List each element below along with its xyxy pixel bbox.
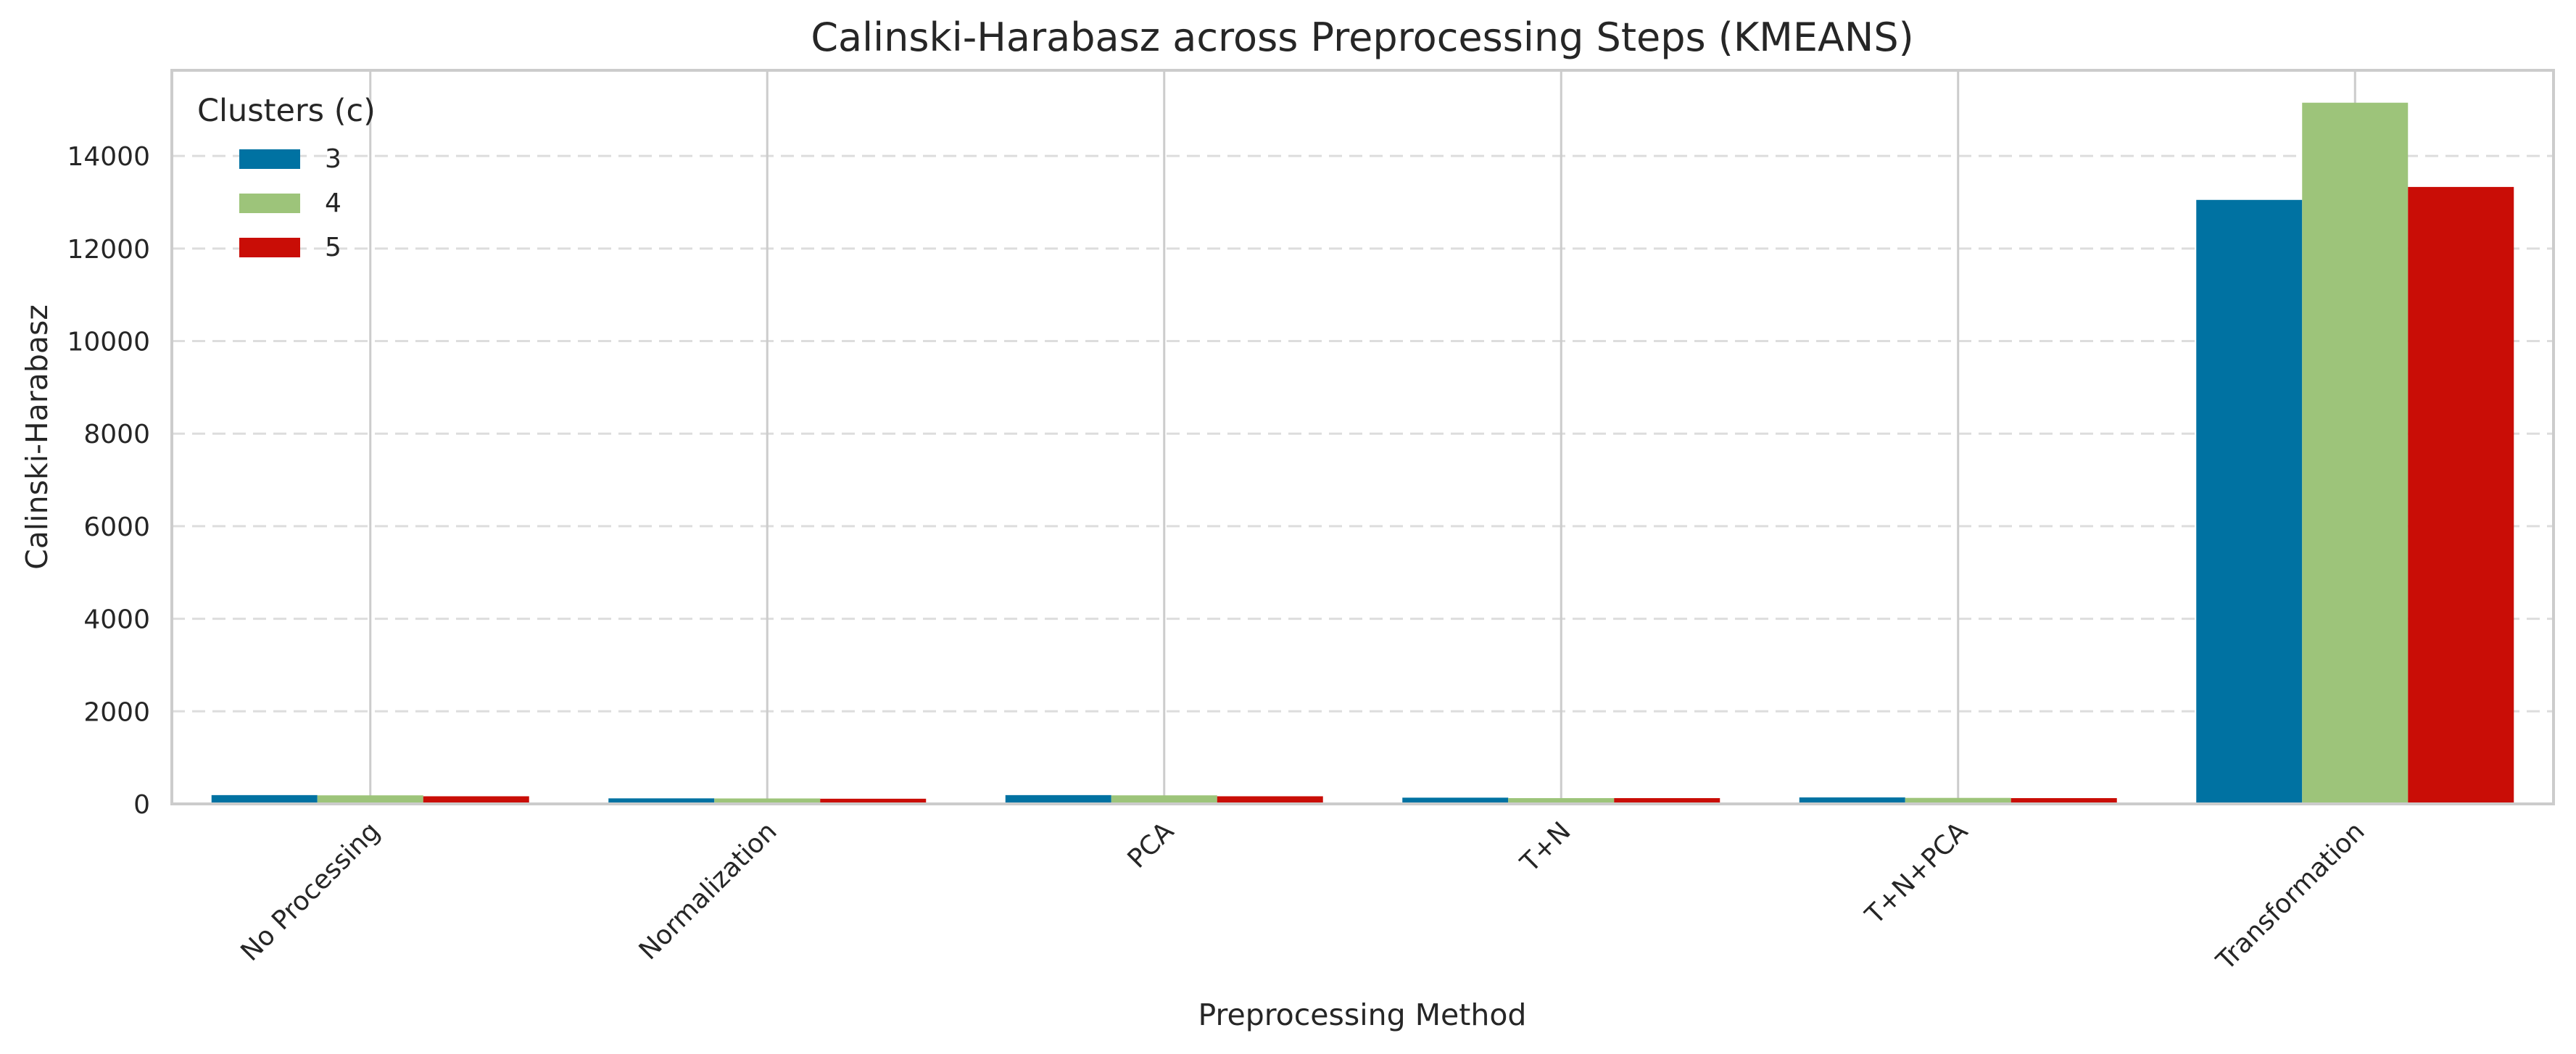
x-tick-label: PCA: [1122, 816, 1180, 874]
bar-3-5: [2196, 199, 2303, 805]
plot-frame: [170, 69, 2555, 805]
legend: Clusters (c) 3 4 5: [197, 93, 376, 262]
x-tick-label: T+N: [1515, 816, 1577, 879]
bar-3-0: [211, 794, 318, 804]
y-tick-label: 10000: [67, 328, 150, 357]
y-tick-label: 0: [133, 790, 150, 820]
x-axis-title: Preprocessing Method: [1198, 997, 1527, 1032]
bars: [211, 102, 2514, 805]
bar-5-0: [423, 796, 529, 804]
bar-4-1: [714, 798, 821, 804]
y-tick-label: 14000: [67, 142, 150, 172]
bar-4-4: [1905, 797, 2011, 804]
plot-background: [172, 70, 2554, 804]
bar-3-2: [1005, 794, 1111, 804]
legend-label-4: 4: [325, 188, 341, 218]
bar-5-2: [1217, 796, 1323, 804]
legend-label-5: 5: [325, 233, 341, 262]
y-tick-label: 12000: [67, 235, 150, 265]
bar-4-0: [317, 795, 423, 804]
y-tick-label: 2000: [83, 697, 150, 727]
y-tick-label: 6000: [83, 513, 150, 542]
bar-4-2: [1111, 795, 1217, 804]
bar-5-5: [2408, 186, 2514, 804]
y-tick-label: 4000: [83, 605, 150, 635]
bar-4-3: [1508, 798, 1615, 804]
x-tick-label: Transformation: [2211, 816, 2371, 976]
x-tick-label: Normalization: [634, 816, 783, 966]
x-tick-label: T+N+PCA: [1860, 816, 1974, 931]
bar-5-4: [2010, 798, 2117, 804]
legend-label-3: 3: [325, 144, 341, 174]
chart-title: Calinski-Harabasz across Preprocessing S…: [811, 14, 1913, 60]
bar-3-3: [1402, 797, 1509, 804]
y-axis-title: Calinski-Harabasz: [20, 304, 54, 570]
x-tick-label: No Processing: [235, 816, 386, 967]
bar-4-5: [2302, 102, 2409, 805]
bar-5-1: [820, 798, 927, 804]
y-tick-label: 8000: [83, 420, 150, 449]
legend-swatch-3: [239, 149, 300, 169]
y-tick-labels: 0 2000 4000 6000 8000 10000 12000 14000: [67, 142, 150, 820]
bar-3-1: [608, 798, 715, 804]
legend-title: Clusters (c): [197, 93, 376, 129]
legend-swatch-4: [239, 194, 300, 213]
bar-5-3: [1614, 798, 1720, 804]
x-tick-labels: No Processing Normalization PCA T+N T+N+PCA T…: [235, 816, 2370, 976]
bar-3-4: [1799, 797, 1905, 804]
legend-swatch-5: [239, 238, 300, 257]
